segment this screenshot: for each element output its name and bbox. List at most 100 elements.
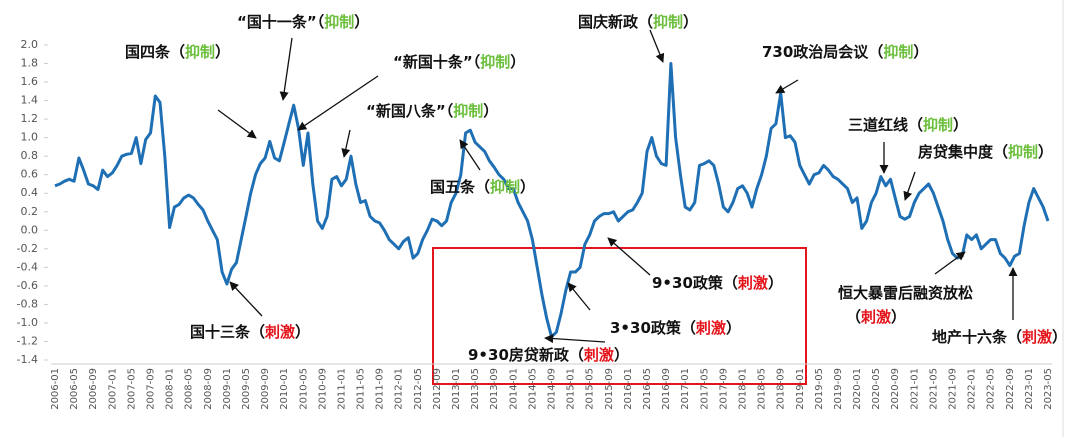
x-tick-label: 2009-01 [222,368,233,410]
annotation-text: 国四条 [125,43,171,61]
bracket: ） [683,13,698,31]
y-tick-label: -0.4 [17,260,38,273]
x-tick-label: 2019-05 [814,368,825,410]
annotation: 国五条（抑制） [430,178,535,196]
bracket: ） [295,323,310,341]
bracket: （ [475,178,490,196]
annotation-tag: 抑制 [923,116,953,134]
x-tick-label: 2006-01 [50,368,61,410]
annotation-tag: 刺激 [265,323,296,341]
x-tick-label: 2007-05 [126,368,137,410]
annotation: “新国八条”（抑制） [366,102,498,120]
annotation-text: 房贷集中度 [918,143,994,161]
annotation-tag: 抑制 [1008,143,1038,161]
x-tick-label: 2006-09 [88,368,99,410]
x-tick-label: 2012-09 [432,368,443,410]
x-tick-label: 2015-01 [566,368,577,410]
y-tick-label: 0.2 [21,205,39,218]
bracket: ） [614,346,629,364]
bracket: （ [908,116,923,134]
y-tick-label: 0.6 [21,168,39,181]
x-tick-label: 2014-01 [508,368,519,410]
x-tick-label: 2022-01 [967,368,978,410]
annotation: 730政治局会议（抑制） [762,43,928,61]
y-tick-label: -1.0 [17,316,38,329]
annotation: 三道红线（抑制） [848,116,968,134]
x-tick-label: 2021-05 [928,368,939,410]
bracket: ） [953,116,968,134]
annotation: 国庆新政（抑制） [578,13,698,31]
annotation-tag: 刺激 [861,308,892,326]
annotation-arrow [229,281,263,317]
bracket: （ [569,346,584,364]
annotation: “新国十条”（抑制） [393,53,525,71]
bracket: （ [473,53,481,71]
x-tick-label: 2012-01 [394,368,405,410]
y-tick-label: 1.4 [21,94,39,107]
bracket: （ [638,13,653,31]
annotation-tag: 抑制 [490,178,520,196]
y-tick-label: 1.8 [21,57,39,70]
bracket: （ [723,274,738,292]
x-tick-label: 2018-09 [776,368,787,410]
x-tick-label: 2013-09 [489,368,500,410]
x-tick-label: 2020-09 [890,368,901,410]
x-tick-label: 2015-05 [585,368,596,410]
annotation-tag: 刺激 [584,346,615,364]
y-tick-label: 0.8 [21,149,39,162]
x-tick-label: 2017-01 [680,368,691,410]
x-tick-label: 2010-05 [298,368,309,410]
annotation-arrow [903,171,916,201]
bracket: （ [993,143,1008,161]
y-tick-label: -0.2 [17,242,38,255]
bracket: ） [510,53,525,71]
x-tick-label: 2023-05 [1043,368,1054,410]
annotation-tag: 刺激 [1022,328,1053,346]
annotation-arrow [934,251,966,275]
bracket: ） [520,178,535,196]
annotation-text: “新国八条” [366,102,446,120]
bracket: ） [891,308,906,326]
x-tick-label: 2009-05 [241,368,252,410]
annotation: 国四条（抑制） [125,43,230,61]
x-tick-label: 2014-05 [527,368,538,410]
x-tick-label: 2020-01 [852,368,863,410]
annotation-tag: 刺激 [738,274,769,292]
bracket: ） [483,102,498,120]
x-tick-label: 2021-01 [909,368,920,410]
y-tick-label: -1.4 [17,353,38,366]
bracket: （ [1007,328,1022,346]
annotation: 9•30房贷新政（刺激） [468,346,629,364]
x-tick-label: 2008-01 [165,368,176,410]
annotation-arrow [567,282,591,311]
bracket: ） [913,43,928,61]
bracket: ） [726,319,741,337]
x-tick-label: 2021-09 [948,368,959,410]
annotation-tag: 抑制 [324,13,354,31]
annotation: 9•30政策（刺激） [652,274,783,292]
annotation-tag: 抑制 [453,102,483,120]
x-tick-label: 2018-01 [737,368,748,410]
x-tick-label: 2011-05 [356,368,367,410]
x-tick-label: 2008-09 [203,368,214,410]
annotation-arrow [775,79,799,94]
annotation-text: 国十三条 [190,323,251,341]
annotation-text: “新国十条” [393,53,473,71]
x-tick-label: 2007-01 [107,368,118,410]
x-tick-label: 2019-01 [795,368,806,410]
y-tick-label: -1.2 [17,334,38,347]
x-tick-label: 2007-09 [145,368,156,410]
x-tick-label: 2017-09 [718,368,729,410]
annotation-arrow [297,75,379,131]
annotation: 国十三条（刺激） [190,323,310,341]
annotation: 3•30政策（刺激） [610,319,741,337]
annotation-text: 三道红线 [848,116,908,134]
x-tick-label: 2017-05 [699,368,710,410]
annotation-text: 国五条 [430,178,476,196]
y-tick-label: -0.6 [17,279,38,292]
bracket: ） [1052,328,1067,346]
x-tick-label: 2012-05 [413,368,424,410]
bracket: （ [250,323,265,341]
x-tick-label: 2016-01 [623,368,634,410]
x-tick-label: 2010-01 [279,368,290,410]
